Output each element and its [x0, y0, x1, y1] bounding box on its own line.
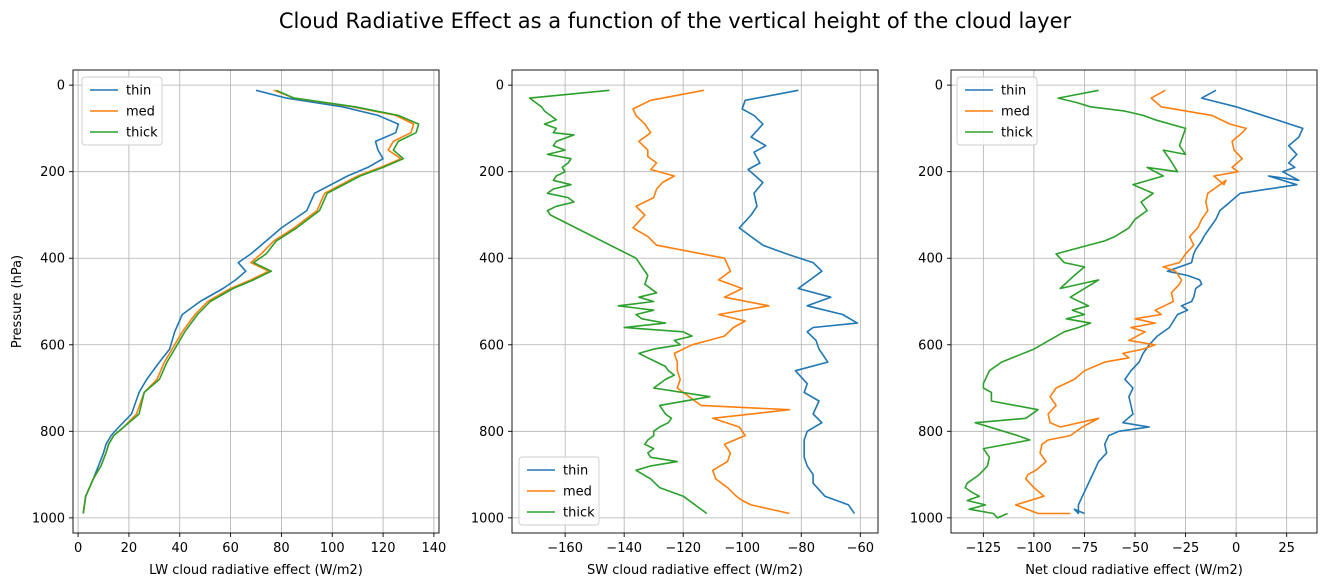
y-axis-label: Pressure (hPa) [10, 255, 25, 348]
y-tick-label: 600 [40, 338, 65, 353]
x-axis-label: SW cloud radiative effect (W/m2) [587, 563, 803, 578]
series-line-thin [82, 89, 400, 514]
y-tick-label: 1000 [471, 511, 504, 526]
y-tick-label: 0 [496, 79, 504, 94]
y-tick-label: 0 [935, 79, 943, 94]
x-tick-label: 80 [273, 541, 290, 556]
y-tick-label: 600 [479, 338, 504, 353]
legend-box [81, 76, 163, 146]
x-tick-label: −80 [788, 541, 815, 556]
x-axis-label: LW cloud radiative effect (W/m2) [149, 563, 363, 578]
legend-label-thin: thin [1001, 84, 1026, 99]
y-tick-label: 1000 [910, 511, 943, 526]
y-tick-label: 1000 [32, 511, 65, 526]
x-tick-label: −25 [1172, 541, 1199, 556]
y-tick-label: 800 [479, 425, 504, 440]
series-line-thin [738, 89, 859, 514]
y-tick-label: 800 [40, 425, 65, 440]
legend-label-thick: thick [1001, 126, 1033, 141]
y-tick-label: 400 [918, 252, 943, 267]
x-tick-label: −125 [965, 541, 1001, 556]
x-tick-label: 100 [320, 541, 345, 556]
legend-label-thin: thin [563, 464, 588, 479]
legend: thin med thick [81, 76, 163, 146]
legend-label-thin: thin [126, 84, 151, 99]
x-axis-label: Net cloud radiative effect (W/m2) [1025, 563, 1243, 578]
x-tick-label: −120 [665, 541, 701, 556]
y-tick-label: 600 [918, 338, 943, 353]
x-tick-label: 120 [371, 541, 396, 556]
legend: thin med thick [956, 76, 1038, 146]
y-tick-label: 400 [479, 252, 504, 267]
legend-label-med: med [1001, 105, 1030, 120]
series-line-thick [528, 89, 711, 515]
y-tick-label: 800 [918, 425, 943, 440]
x-tick-label: −160 [547, 541, 583, 556]
legend-box [518, 456, 600, 526]
legend-label-med: med [563, 485, 592, 500]
x-tick-label: 0 [1232, 541, 1240, 556]
figure-title: Cloud Radiative Effect as a function of … [279, 9, 1072, 33]
series-line-med [82, 89, 415, 514]
legend-label-med: med [126, 105, 155, 120]
axes-frame [511, 69, 879, 534]
series-line-thin [1073, 89, 1304, 515]
y-tick-label: 400 [40, 252, 65, 267]
x-tick-label: 0 [74, 541, 82, 556]
axes-frame [72, 69, 440, 534]
x-tick-label: −100 [724, 541, 760, 556]
legend-label-thick: thick [563, 506, 595, 521]
net-panel: −125 −100 −75 −50 −25 0 25 0 200 400 600 800 1000 Net… [910, 69, 1318, 578]
series-line-thick [82, 89, 420, 514]
series-line-thick [964, 89, 1187, 519]
x-tick-label: −140 [606, 541, 642, 556]
y-tick-label: 0 [57, 79, 65, 94]
series-line-med [1014, 89, 1247, 515]
x-tick-label: 140 [422, 541, 447, 556]
legend-label-thick: thick [126, 126, 158, 141]
x-tick-label: 25 [1278, 541, 1295, 556]
legend-box [956, 76, 1038, 146]
lw-panel: 0 20 40 60 80 100 120 140 0 200 400 600 800 1000 LW cl… [10, 69, 447, 578]
x-tick-label: −60 [847, 541, 874, 556]
y-tick-label: 200 [40, 165, 65, 180]
legend: thin med thick [518, 456, 600, 526]
x-tick-label: 60 [222, 541, 239, 556]
x-tick-label: −75 [1071, 541, 1098, 556]
axes-frame [950, 69, 1318, 534]
x-tick-label: 40 [171, 541, 188, 556]
y-tick-label: 200 [918, 165, 943, 180]
series-line-med [632, 89, 791, 515]
y-tick-label: 200 [479, 165, 504, 180]
sw-panel: −160 −140 −120 −100 −80 −60 0 200 400 600 800 1000 S… [471, 69, 879, 578]
x-tick-label: −100 [1016, 541, 1052, 556]
x-tick-label: −50 [1121, 541, 1148, 556]
x-tick-label: 20 [121, 541, 138, 556]
